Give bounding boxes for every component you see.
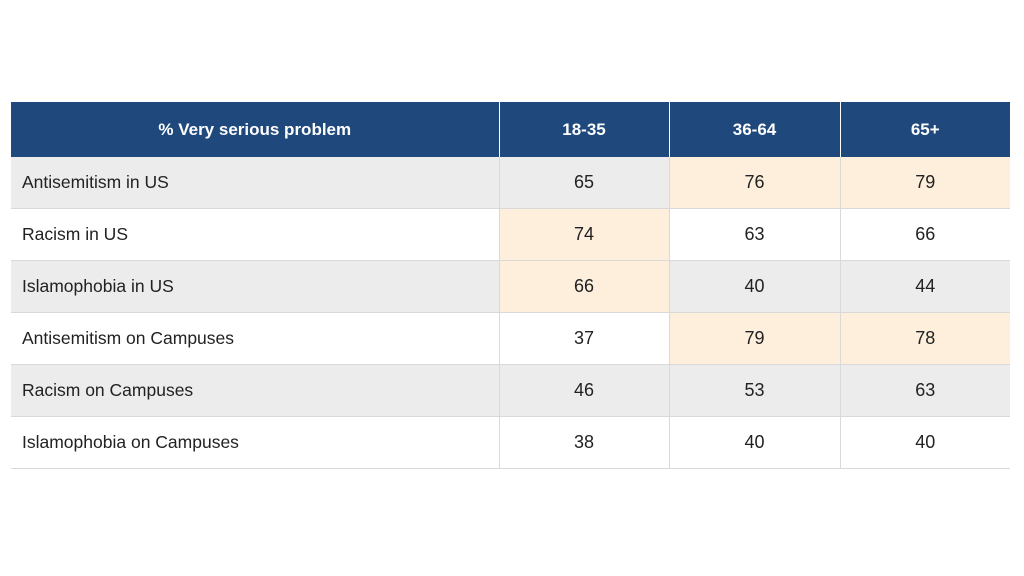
row-label: Racism on Campuses bbox=[11, 364, 500, 417]
value-cell: 74 bbox=[499, 208, 670, 261]
value-cell: 63 bbox=[840, 364, 1010, 417]
value-cell: 46 bbox=[499, 364, 670, 417]
table-header: % Very serious problem 18-35 36-64 65+ bbox=[11, 102, 1010, 157]
value-cell: 66 bbox=[840, 208, 1010, 261]
row-label: Antisemitism in US bbox=[11, 157, 500, 209]
row-label: Islamophobia on Campuses bbox=[11, 416, 500, 469]
value-cell: 79 bbox=[669, 312, 841, 365]
value-cell: 40 bbox=[669, 260, 841, 313]
value-cell: 76 bbox=[669, 157, 841, 209]
table-row: Racism in US 74 63 66 bbox=[11, 208, 1010, 261]
table-row: Islamophobia on Campuses 38 40 40 bbox=[11, 416, 1010, 469]
value-cell: 53 bbox=[669, 364, 841, 417]
table-row: Antisemitism in US 65 76 79 bbox=[11, 157, 1010, 209]
value-cell: 37 bbox=[499, 312, 670, 365]
value-cell: 66 bbox=[499, 260, 670, 313]
value-cell: 63 bbox=[669, 208, 841, 261]
value-cell: 65 bbox=[499, 157, 670, 209]
header-age-65-plus: 65+ bbox=[840, 102, 1010, 157]
table-row: Racism on Campuses 46 53 63 bbox=[11, 364, 1010, 417]
value-cell: 78 bbox=[840, 312, 1010, 365]
survey-table: % Very serious problem 18-35 36-64 65+ A… bbox=[11, 102, 1010, 469]
header-row: % Very serious problem 18-35 36-64 65+ bbox=[11, 102, 1010, 157]
row-label: Antisemitism on Campuses bbox=[11, 312, 500, 365]
value-cell: 40 bbox=[669, 416, 841, 469]
row-label: Racism in US bbox=[11, 208, 500, 261]
value-cell: 38 bbox=[499, 416, 670, 469]
value-cell: 40 bbox=[840, 416, 1010, 469]
table-row: Antisemitism on Campuses 37 79 78 bbox=[11, 312, 1010, 365]
row-label: Islamophobia in US bbox=[11, 260, 500, 313]
table-body: Antisemitism in US 65 76 79 Racism in US 74 63… bbox=[11, 157, 1010, 469]
table-row: Islamophobia in US 66 40 44 bbox=[11, 260, 1010, 313]
value-cell: 44 bbox=[840, 260, 1010, 313]
header-age-18-35: 18-35 bbox=[499, 102, 670, 157]
value-cell: 79 bbox=[840, 157, 1010, 209]
survey-table-container: % Very serious problem 18-35 36-64 65+ A… bbox=[11, 102, 1010, 469]
header-age-36-64: 36-64 bbox=[669, 102, 841, 157]
header-metric: % Very serious problem bbox=[11, 102, 500, 157]
